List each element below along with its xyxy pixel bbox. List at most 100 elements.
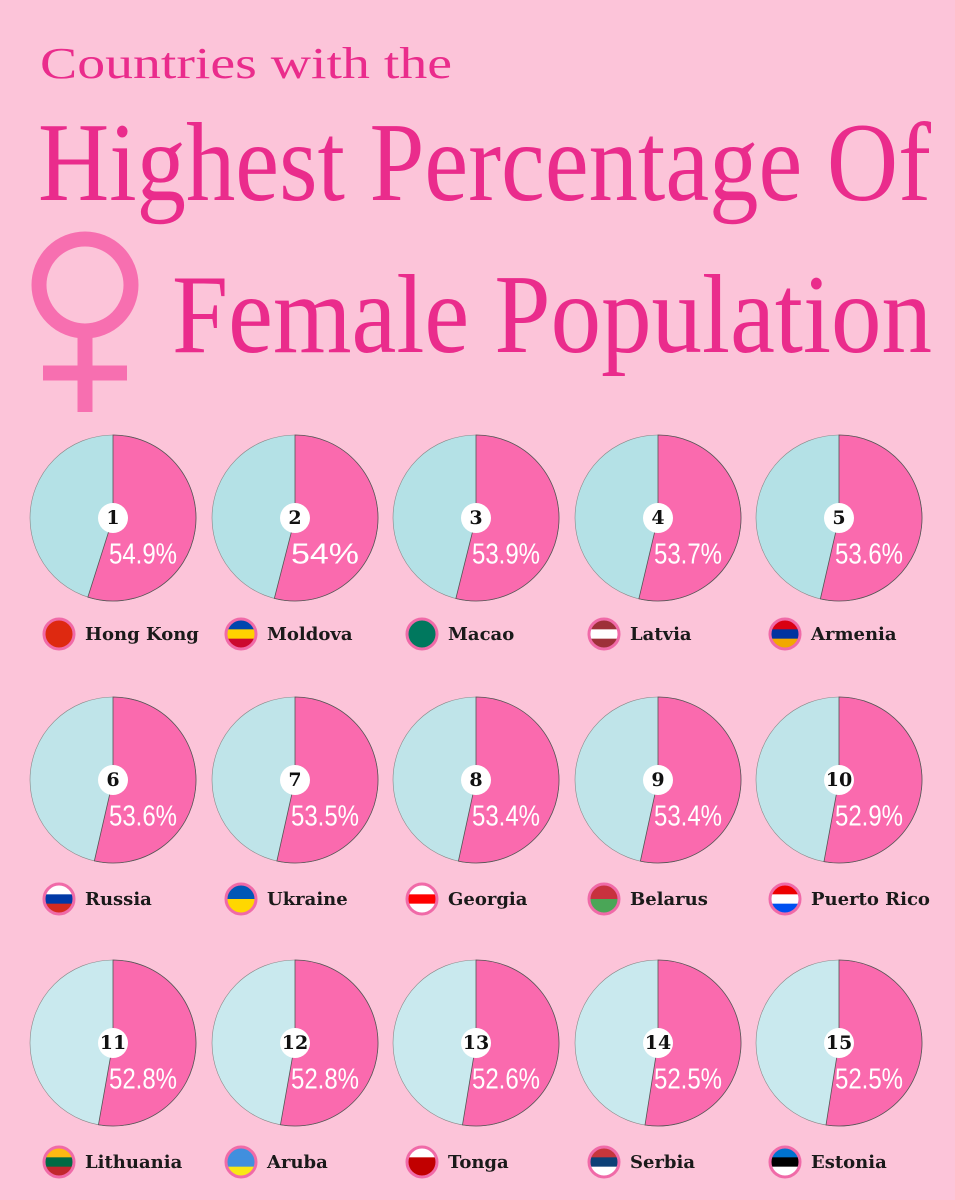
flag-stripe (227, 629, 255, 640)
value-label: 54% (291, 539, 359, 571)
pie-hole (824, 765, 854, 795)
country-name: Estonia (811, 1152, 887, 1173)
country-name: Russia (85, 889, 152, 910)
flag-stripe (590, 620, 618, 630)
flag-stripe (771, 638, 799, 648)
pie-hole (280, 765, 310, 795)
flag-border (768, 617, 802, 651)
country-name: Macao (448, 624, 514, 645)
pie-hole (643, 765, 673, 795)
flag-border (587, 882, 621, 916)
rank-label: 11 (100, 1032, 126, 1054)
flag-stripe (408, 903, 436, 913)
pie-hole (643, 503, 673, 533)
flag-stripe (771, 1148, 799, 1158)
flag-border (405, 1145, 439, 1179)
pie-hole (280, 503, 310, 533)
rank-label: 13 (463, 1032, 489, 1054)
value-label: 53.5% (291, 801, 359, 833)
rank-label: 3 (469, 507, 482, 529)
country-name: Georgia (448, 889, 528, 910)
country-name: Latvia (630, 624, 692, 645)
country-name: Aruba (266, 1152, 328, 1173)
flag-stripe (227, 899, 255, 913)
value-label: 52.8% (109, 1064, 177, 1096)
flag (405, 617, 439, 651)
flag-stripe (590, 885, 618, 900)
rank-label: 8 (469, 769, 482, 791)
flag (587, 882, 621, 916)
pie-slice (819, 434, 923, 602)
female-symbol (31, 231, 139, 412)
country-name: Moldova (267, 624, 353, 645)
rank-label: 12 (282, 1032, 308, 1054)
flag-stripe (771, 1157, 799, 1168)
country-name: Armenia (810, 624, 897, 645)
value-label: 52.5% (835, 1064, 903, 1096)
rank-label: 14 (645, 1032, 671, 1054)
flag-stripe (45, 903, 73, 913)
flag-stripe (45, 620, 73, 648)
pie-hole (824, 1028, 854, 1058)
title-line: Countries with the (40, 39, 452, 88)
flag (405, 882, 439, 916)
flag (768, 882, 802, 916)
value-label: 53.6% (109, 801, 177, 833)
country-name: Puerto Rico (811, 889, 930, 910)
flag (224, 1145, 258, 1179)
flag-border (224, 617, 258, 651)
flag-stripe (590, 629, 618, 640)
flag-stripe (227, 1157, 255, 1168)
flag-stripe (771, 894, 799, 905)
country-name: Belarus (630, 889, 708, 910)
rank-label: 6 (106, 769, 119, 791)
flag-stripe (590, 638, 618, 648)
flag-stripe (227, 1166, 255, 1176)
pie-slice (639, 696, 742, 864)
country-name: Hong Kong (85, 624, 199, 645)
flag-stripe (590, 1157, 618, 1168)
flag-stripe (45, 894, 73, 905)
flag-stripe (45, 885, 73, 895)
pie-hole (643, 1028, 673, 1058)
flag-stripe (227, 1148, 255, 1158)
flag-border (587, 617, 621, 651)
flag (224, 882, 258, 916)
pie-hole (98, 503, 128, 533)
pie-slice (273, 434, 379, 602)
pie-slice (638, 434, 742, 602)
flag-stripe (227, 620, 255, 630)
pie-hole (461, 503, 491, 533)
flag-stripe (408, 1148, 436, 1158)
flag-stripe (590, 899, 618, 913)
country-name: Serbia (630, 1152, 695, 1173)
flag-border (405, 882, 439, 916)
value-label: 53.7% (654, 539, 722, 571)
pie-slice (457, 696, 560, 864)
flag-border (224, 1145, 258, 1179)
pie-hole (461, 1028, 491, 1058)
flag (587, 617, 621, 651)
flag (768, 1145, 802, 1179)
flag-stripe (771, 885, 799, 895)
rank-label: 7 (288, 769, 301, 791)
value-label: 53.4% (472, 801, 540, 833)
pie-slice (823, 696, 923, 864)
title-line: Highest Percentage Of (38, 101, 932, 225)
pie-slice (462, 959, 560, 1127)
country-name: Tonga (448, 1152, 509, 1173)
flag-stripe (408, 1157, 436, 1168)
flag-stripe (45, 1166, 73, 1176)
flag-stripe (590, 1148, 618, 1158)
flag-border (42, 617, 76, 651)
pie-hole (824, 503, 854, 533)
flag (42, 882, 76, 916)
pie-slice (276, 696, 379, 864)
value-label: 53.4% (654, 801, 722, 833)
rank-label: 1 (106, 507, 119, 529)
value-label: 52.6% (472, 1064, 540, 1096)
flag-border (768, 882, 802, 916)
flag-stripe (227, 638, 255, 648)
country-name: Lithuania (85, 1152, 183, 1173)
